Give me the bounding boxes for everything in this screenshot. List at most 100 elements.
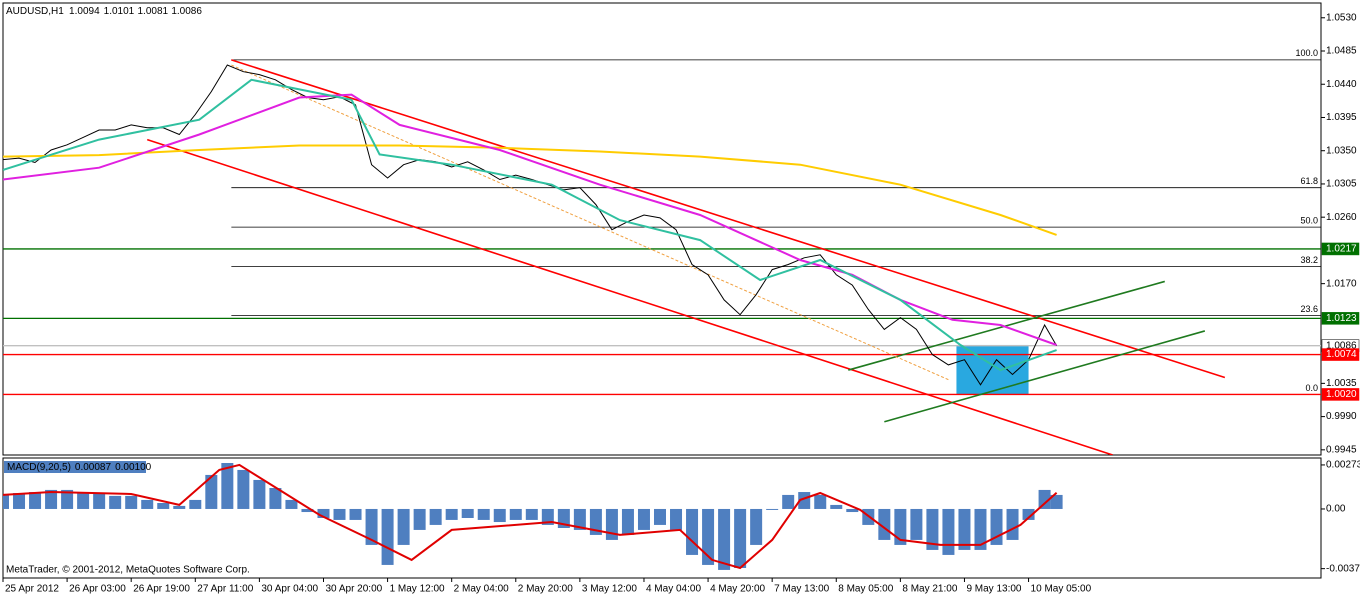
y-tick-label: 0.00 [1326,504,1346,515]
x-tick-label: 30 Apr 20:00 [325,584,382,595]
macd-bar [926,508,939,550]
high: 1.0101 [104,6,135,17]
price-panel [2,2,1322,456]
level-label-bg [1321,348,1360,361]
price-line [3,64,1058,386]
x-tick-label: 2 May 20:00 [518,584,573,595]
macd-bar [1006,508,1019,540]
macd-bar [686,508,699,555]
y-tick-label: 1.0485 [1326,46,1357,57]
macd-header: MACD(9,20,5) 0.00087 0.00100 [7,462,152,473]
moving-average [3,93,1057,346]
macd-bar [1022,508,1035,520]
fib-label: 100.0 [1295,48,1318,58]
x-tick-label: 25 Apr 2012 [5,584,59,595]
macd-bar [141,499,154,509]
trendline [231,64,949,381]
macd-bar [734,508,747,568]
moving-average [3,144,1057,236]
macd-bar [718,508,731,570]
signal-line [3,463,1058,570]
macd-bar [13,493,26,509]
fib-label: 50.0 [1300,216,1318,226]
level-label-bg [1321,312,1360,325]
macd-bar [173,505,186,509]
macd-panel [2,457,1322,579]
macd-bar [621,508,634,535]
y-tick-label: 1.0035 [1326,378,1357,389]
trendline [884,330,1206,423]
moving-average [3,78,1057,372]
macd-bar [221,463,234,509]
macd-bar [189,499,202,509]
macd-bar [653,508,666,525]
macd-bar [109,495,122,509]
macd-main: 0.00087 [75,462,112,473]
x-tick-label: 8 May 05:00 [838,584,893,595]
zone [956,344,1029,395]
macd-bar [1050,494,1063,509]
macd-bar [445,508,458,520]
macd-title: MACD(9,20,5) [7,462,71,473]
level-label-bg [1321,388,1360,401]
macd-bar [3,494,9,509]
y-tick-label: 0.00273 [1326,460,1360,471]
footer: MetaTrader, © 2001-2012, MetaQuotes Soft… [6,565,250,576]
macd-bar [894,508,907,545]
macd-bar [285,499,298,509]
macd-bar [61,489,74,509]
x-tick-label: 10 May 05:00 [1031,584,1092,595]
y-tick-label: 1.0440 [1326,79,1357,90]
macd-bar [317,508,330,518]
macd-bar [573,508,586,530]
level-label: 1.0020 [1326,389,1357,400]
macd-bar [397,508,410,545]
macd-bar [269,488,282,509]
x-tick-label: 26 Apr 19:00 [133,584,190,595]
x-tick-label: 3 May 12:00 [582,584,637,595]
open: 1.0094 [69,6,100,17]
macd-bar [365,508,378,545]
macd-bar [798,492,811,509]
macd-bar [29,492,42,509]
y-tick-label: 1.0170 [1326,278,1357,289]
x-tick-label: 7 May 13:00 [774,584,829,595]
level-label: 1.0123 [1326,313,1357,324]
x-tick-label: 26 Apr 03:00 [69,584,126,595]
macd-bar [461,508,474,518]
y-tick-label: 1.0395 [1326,112,1357,123]
level-label: 1.0074 [1326,349,1357,360]
macd-bar [509,508,522,520]
x-tick-label: 8 May 21:00 [902,584,957,595]
y-tick-label: 0.9945 [1326,444,1357,455]
x-tick-label: 1 May 12:00 [390,584,445,595]
macd-bar [958,508,971,550]
x-tick-label: 30 Apr 04:00 [261,584,318,595]
chart-header: AUDUSD,H1 1.0094 1.0101 1.0081 1.0086 [6,6,202,17]
macd-bar [846,508,859,513]
macd-bar [157,503,170,509]
macd-bar [429,508,442,525]
level-label-bg [1321,242,1360,256]
fib-label: 61.8 [1300,176,1318,186]
fib-label: 0.0 [1305,383,1318,393]
symbol: AUDUSD,H1 [6,6,64,17]
x-tick-label: 9 May 13:00 [966,584,1021,595]
macd-bar [750,508,763,545]
y-tick-label: 1.0530 [1326,12,1357,23]
macd-bar [349,508,362,520]
macd-bar [814,494,827,509]
macd-bar [589,508,602,535]
macd-bar [125,495,138,509]
level-label: 1.0086 [1326,340,1357,351]
macd-bar [1038,489,1051,509]
macd-bar [477,508,490,520]
macd-bar [77,492,90,509]
macd-bar [93,493,106,509]
macd-bar [974,508,987,550]
macd-bar [381,508,394,565]
macd-bar [413,508,426,530]
fib-label: 38.2 [1300,255,1318,265]
fib-label: 23.6 [1300,304,1318,314]
